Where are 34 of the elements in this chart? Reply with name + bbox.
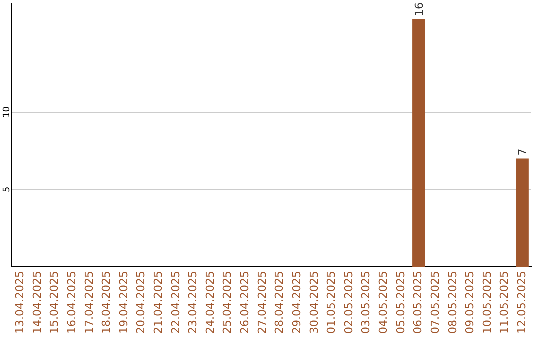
x-tick-label: 25.04.2025 <box>221 271 234 334</box>
x-tick-label: 27.04.2025 <box>256 271 269 334</box>
x-tick-label: 13.04.2025 <box>14 271 27 334</box>
x-tick-label: 05.05.2025 <box>394 271 408 334</box>
x-tick-label: 26.04.2025 <box>238 271 252 334</box>
x-tick-label: 01.05.2025 <box>325 271 338 334</box>
x-tick-label: 29.04.2025 <box>290 271 304 334</box>
x-tick-label: 11.05.2025 <box>498 271 512 334</box>
x-tick-label: 20.04.2025 <box>134 271 148 334</box>
x-tick-label: 04.05.2025 <box>377 271 390 334</box>
x-tick-label: 08.05.2025 <box>446 271 460 334</box>
x-tick-label: 14.04.2025 <box>30 271 44 334</box>
x-tick-label: 28.04.2025 <box>273 271 286 334</box>
x-tick-label: 16.04.2025 <box>65 271 78 334</box>
x-tick-label: 24.04.2025 <box>204 271 217 334</box>
x-tick-label: 12.05.2025 <box>516 271 529 334</box>
x-tick-label: 22.04.2025 <box>169 271 182 334</box>
x-tick-label: 19.04.2025 <box>117 271 130 334</box>
x-tick-label: 06.05.2025 <box>412 271 425 334</box>
x-tick-label: 18.04.2025 <box>100 271 114 334</box>
y-tick-label: 5 <box>2 186 12 193</box>
y-tick-label: 10 <box>2 106 12 118</box>
x-tick-label: 10.05.2025 <box>480 271 494 334</box>
x-tick-label: 17.04.2025 <box>82 271 96 334</box>
x-tick-label: 23.04.2025 <box>186 271 200 334</box>
x-tick-label: 30.04.2025 <box>308 271 321 334</box>
data-label: 16 <box>412 2 426 16</box>
x-tick-label: 03.05.2025 <box>360 271 373 334</box>
data-label: 7 <box>516 148 530 156</box>
x-tick-label: 02.05.2025 <box>342 271 356 334</box>
x-tick-label: 21.04.2025 <box>152 271 165 334</box>
x-tick-label: 15.04.2025 <box>48 271 62 334</box>
x-tick-label: 07.05.2025 <box>428 271 442 334</box>
x-tick-label: 09.05.2025 <box>464 271 477 334</box>
